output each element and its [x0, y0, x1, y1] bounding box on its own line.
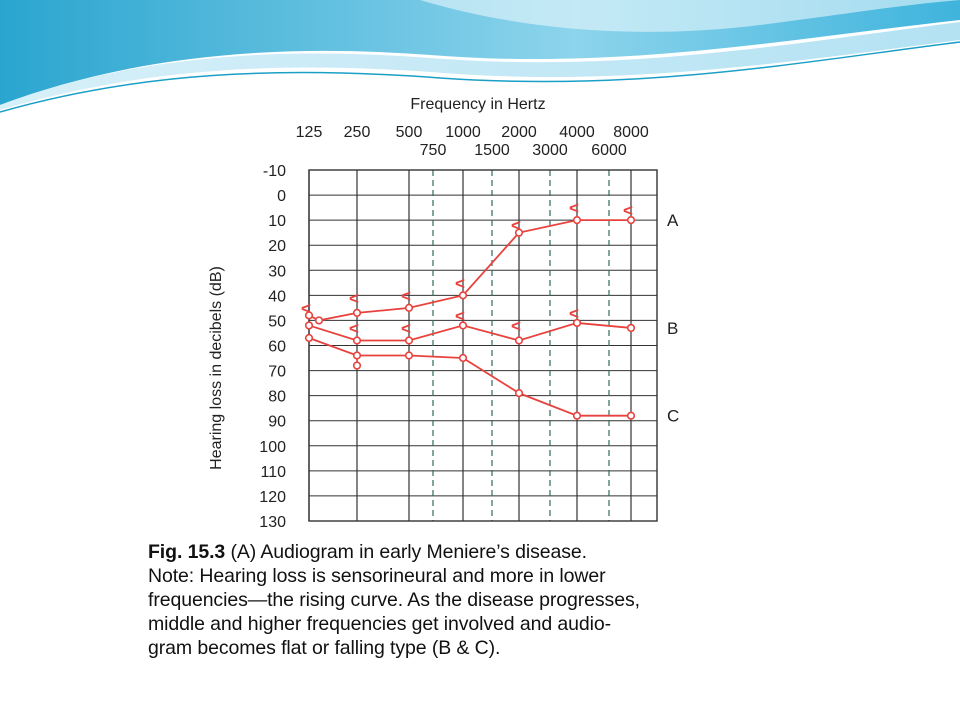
- x-top-tick-labels: 125 250 500 1000 2000 4000 8000: [296, 124, 649, 141]
- point-marker: [404, 303, 414, 312]
- caption-line-4: middle and higher frequencies get involv…: [148, 613, 612, 635]
- point-marker: [304, 333, 314, 343]
- point-marker: [458, 291, 468, 300]
- y-tick-label: 40: [268, 288, 286, 305]
- chart-title: Frequency in Hertz: [410, 96, 545, 113]
- masked-bone-marker: <: [569, 199, 579, 218]
- series-line-a: [308, 219, 631, 322]
- point-marker: [352, 336, 362, 345]
- x-top-tick-label: 8000: [613, 124, 649, 141]
- point-marker: [458, 353, 468, 363]
- y-tick-label: 130: [259, 514, 286, 530]
- series-label-b: B: [667, 319, 678, 338]
- point-marker: [514, 389, 524, 398]
- point-marker: [572, 216, 582, 225]
- point-marker: [304, 321, 314, 330]
- caption-line-3: frequencies—the rising curve. As the dis…: [148, 589, 640, 611]
- x-top-tick-label: 250: [344, 124, 371, 141]
- point-marker: [626, 216, 636, 225]
- point-marker: [626, 411, 636, 420]
- masked-bone-marker: <: [455, 274, 465, 293]
- masked-bone-marker: <: [349, 289, 359, 308]
- masked-bone-marker: <: [301, 299, 311, 318]
- point-marker: [572, 318, 582, 328]
- x-top-tick-label: 125: [296, 124, 323, 141]
- masked-bone-marker: <: [569, 304, 579, 323]
- y-tick-label: 110: [260, 464, 286, 481]
- point-marker: [458, 321, 468, 330]
- caption-line-5: gram becomes flat or falling type (B & C…: [148, 637, 501, 659]
- point-marker: [404, 351, 414, 360]
- figure-caption: Fig. 15.3 (A) Audiogram in early Meniere…: [148, 540, 748, 660]
- y-tick-label: 70: [268, 364, 286, 381]
- masked-bone-marker: <: [511, 316, 521, 335]
- y-tick-label: 60: [268, 339, 286, 356]
- point-marker: [572, 411, 582, 420]
- plot-frame: [308, 169, 658, 522]
- data-markers: < < < < < < < < < < < <: [301, 199, 636, 420]
- y-tick-label: -10: [263, 163, 286, 180]
- masked-bone-marker: <: [349, 319, 359, 338]
- x-top-tick-label: 500: [396, 124, 423, 141]
- x-bottom-tick-label: 3000: [532, 142, 568, 159]
- series-label-a: A: [667, 211, 679, 230]
- point-marker: [404, 336, 414, 345]
- point-marker: [304, 311, 314, 320]
- y-tick-label: 80: [268, 389, 286, 406]
- point-marker: [314, 316, 324, 325]
- point-marker: [352, 361, 362, 370]
- y-tick-label: 20: [268, 238, 286, 255]
- point-marker: [514, 228, 524, 237]
- y-tick-label: 10: [268, 213, 286, 230]
- series-labels: A B C: [667, 211, 679, 426]
- caption-line-2: Note: Hearing loss is sensorineural and …: [148, 565, 606, 587]
- y-tick-label: 120: [259, 489, 286, 506]
- audiogram-figure: Frequency in Hertz 125 250 500 1000 2000 4000…: [137, 90, 745, 694]
- masked-bone-marker: <: [401, 286, 411, 305]
- x-bottom-tick-label: 750: [420, 142, 447, 159]
- masked-bone-marker: <: [623, 201, 633, 220]
- x-top-tick-label: 4000: [559, 124, 595, 141]
- x-bottom-tick-labels: 750 1500 3000 6000: [420, 142, 627, 159]
- caption-label: Fig. 15.3: [148, 541, 226, 563]
- series-label-c: C: [667, 407, 679, 426]
- y-tick-label: 30: [268, 263, 286, 280]
- masked-bone-marker: <: [401, 319, 411, 338]
- audiogram-chart: Frequency in Hertz 125 250 500 1000 2000 4000…: [208, 96, 679, 530]
- point-marker: [352, 308, 362, 318]
- x-bottom-tick-label: 1500: [474, 142, 510, 159]
- x-top-tick-label: 2000: [501, 124, 537, 141]
- y-tick-label: 90: [268, 414, 286, 431]
- header-swoosh-banner: [0, 0, 960, 113]
- x-bottom-tick-label: 6000: [591, 142, 627, 159]
- point-marker: [514, 336, 524, 345]
- x-top-tick-label: 1000: [445, 124, 481, 141]
- y-tick-label: 100: [259, 439, 286, 456]
- y-tick-label: 50: [268, 313, 286, 330]
- masked-bone-marker: <: [511, 216, 521, 235]
- point-marker: [626, 323, 636, 333]
- y-tick-labels: -10 0 10 20 30 40 50 60 70 80 90 100 110 120 130: [259, 163, 286, 530]
- y-axis-label: Hearing loss in decibels (dB): [208, 266, 225, 470]
- point-marker: [352, 351, 362, 360]
- caption-line-1: (A) Audiogram in early Meniere’s disease…: [225, 541, 587, 563]
- chart-grid: [308, 169, 658, 522]
- y-tick-label: 0: [277, 188, 286, 205]
- masked-bone-marker: <: [455, 306, 465, 325]
